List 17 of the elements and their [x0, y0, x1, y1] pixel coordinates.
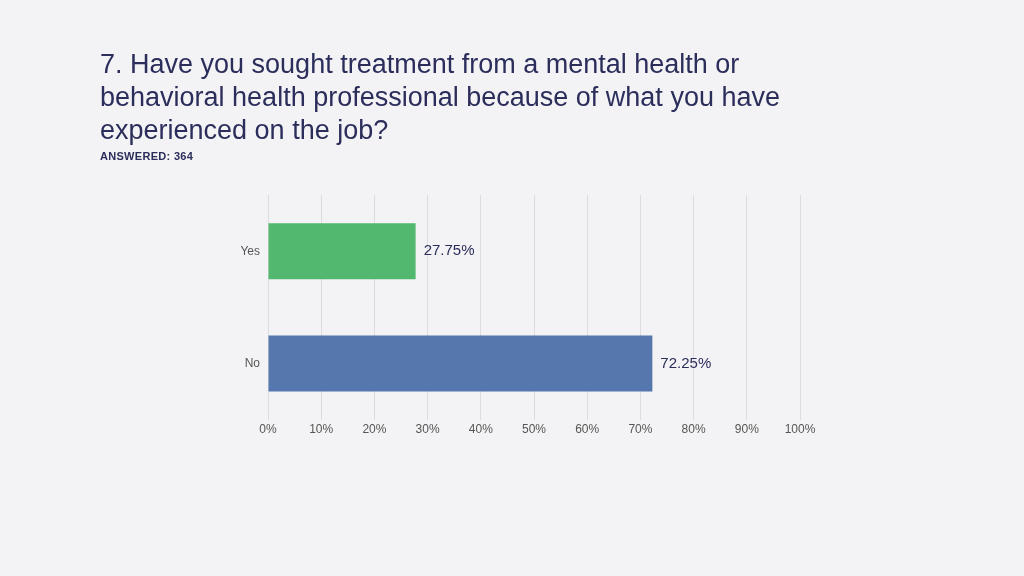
x-tick-label: 80%: [681, 422, 706, 437]
text: ANSWERED: 364: [100, 150, 194, 162]
x-tick-label: 20%: [362, 422, 387, 437]
x-tick-label: 90%: [734, 422, 760, 437]
y-tick-label: No: [244, 355, 261, 370]
data-label: 27.75%: [423, 241, 475, 259]
x-tick-label: 10%: [309, 422, 334, 437]
x-tick-label: 40%: [468, 422, 494, 437]
x-tick-label: 100%: [784, 422, 816, 437]
y-tick-label: Yes: [240, 243, 260, 258]
x-tick-label: 50%: [521, 422, 547, 437]
x-tick-label: 30%: [415, 422, 440, 437]
x-tick-label: 70%: [628, 422, 653, 437]
x-tick-label: 60%: [575, 422, 600, 437]
data-label: 72.25%: [660, 353, 712, 371]
x-tick-label: 0%: [259, 422, 277, 437]
chart-title: 7. Have you sought treatment from a mental health or behavioral health professional because of what you have experienced on the job?: [100, 48, 781, 147]
